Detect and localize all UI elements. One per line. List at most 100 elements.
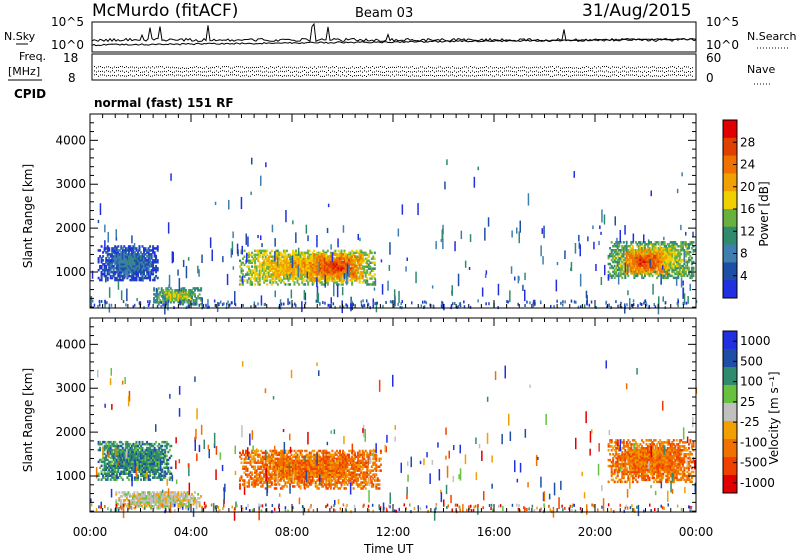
freq-sample [294, 71, 295, 72]
range-cell [314, 257, 317, 260]
range-cell [345, 265, 347, 268]
range-cell [115, 446, 118, 450]
nearrange-echo [433, 305, 435, 309]
range-cell [669, 245, 672, 248]
range-cell [279, 267, 282, 270]
range-cell [628, 250, 631, 254]
range-cell [352, 274, 355, 278]
range-cell [115, 462, 118, 466]
range-cell [301, 281, 304, 284]
nearrange-echo [363, 303, 365, 307]
range-cell [639, 256, 642, 259]
range-cell [290, 273, 293, 276]
range-cell [361, 281, 364, 284]
freq-sample [384, 66, 385, 68]
freq-sample [424, 70, 425, 72]
range-cell [370, 283, 373, 286]
scatter-echo [115, 246, 118, 251]
range-cell [112, 476, 115, 479]
range-cell [163, 291, 166, 294]
range-cell [111, 448, 114, 452]
range-cell [147, 261, 150, 264]
freq-sample [594, 74, 595, 76]
freq-sample [214, 74, 215, 76]
range-cell [115, 268, 118, 272]
range-cell [684, 254, 687, 258]
range-cell [360, 274, 363, 278]
range-cell [117, 448, 120, 452]
freq-sample [590, 68, 591, 69]
range-cell [339, 261, 341, 264]
range-cell [354, 274, 357, 278]
range-cell [331, 267, 334, 270]
freq-sample [660, 70, 661, 72]
range-cell [680, 270, 683, 274]
freq-sample [438, 75, 439, 76]
range-cell [686, 274, 689, 278]
range-cell [355, 257, 358, 260]
range-cell [302, 271, 305, 274]
range-cell [616, 260, 619, 264]
range-cell [117, 265, 120, 268]
range-cell [674, 272, 677, 276]
freq-sample [682, 75, 683, 76]
range-cell [663, 266, 666, 269]
nearrange-echo [165, 301, 167, 305]
range-cell [340, 270, 343, 274]
freq-sample [600, 74, 601, 76]
range-cell [334, 251, 337, 255]
freq-sample [188, 75, 189, 77]
range-cell [692, 272, 695, 276]
range-cell [642, 268, 645, 271]
range-cell [171, 291, 174, 294]
range-cell [366, 259, 369, 262]
range-cell [267, 259, 270, 262]
range-cell [298, 257, 301, 260]
range-cell [132, 272, 135, 276]
range-cell [293, 283, 296, 286]
range-cell [114, 464, 117, 468]
freq-sample [360, 74, 361, 76]
range-cell [105, 464, 108, 468]
range-cell [298, 261, 301, 264]
freq-sample [348, 70, 349, 72]
range-cell [329, 267, 332, 270]
scatter-echo [172, 251, 174, 263]
range-cell [275, 255, 278, 258]
range-cell [258, 283, 261, 286]
range-cell [124, 253, 127, 256]
scatter-echo [214, 201, 217, 205]
range-cell [328, 268, 331, 272]
range-cell [263, 279, 266, 282]
range-cell [156, 295, 159, 298]
nearrange-echo [227, 300, 229, 304]
range-cell [109, 478, 112, 481]
range-cell [637, 262, 640, 265]
freq-sample [96, 67, 97, 69]
range-cell [304, 259, 307, 262]
range-cell [137, 267, 139, 270]
scatter-echo [209, 237, 212, 248]
range-cell [133, 272, 136, 276]
freq-sample [592, 70, 593, 72]
freq-sample [414, 75, 415, 77]
range-cell [339, 255, 341, 258]
range-cell [367, 263, 370, 266]
range-cell [328, 259, 331, 262]
freq-sample [334, 71, 335, 73]
freq-sample [550, 66, 551, 68]
freq-sample [474, 75, 475, 77]
range-cell [194, 289, 196, 292]
scatter-echo [542, 256, 544, 265]
range-cell [672, 241, 675, 244]
freq-sample [198, 67, 199, 69]
range-cell [137, 274, 139, 278]
range-cell [645, 270, 648, 274]
range-cell [152, 251, 155, 254]
range-cell [149, 270, 152, 274]
freq-sample [530, 70, 531, 72]
freq-sample [272, 71, 273, 73]
range-cell [100, 267, 103, 270]
freq-sample [460, 74, 461, 76]
